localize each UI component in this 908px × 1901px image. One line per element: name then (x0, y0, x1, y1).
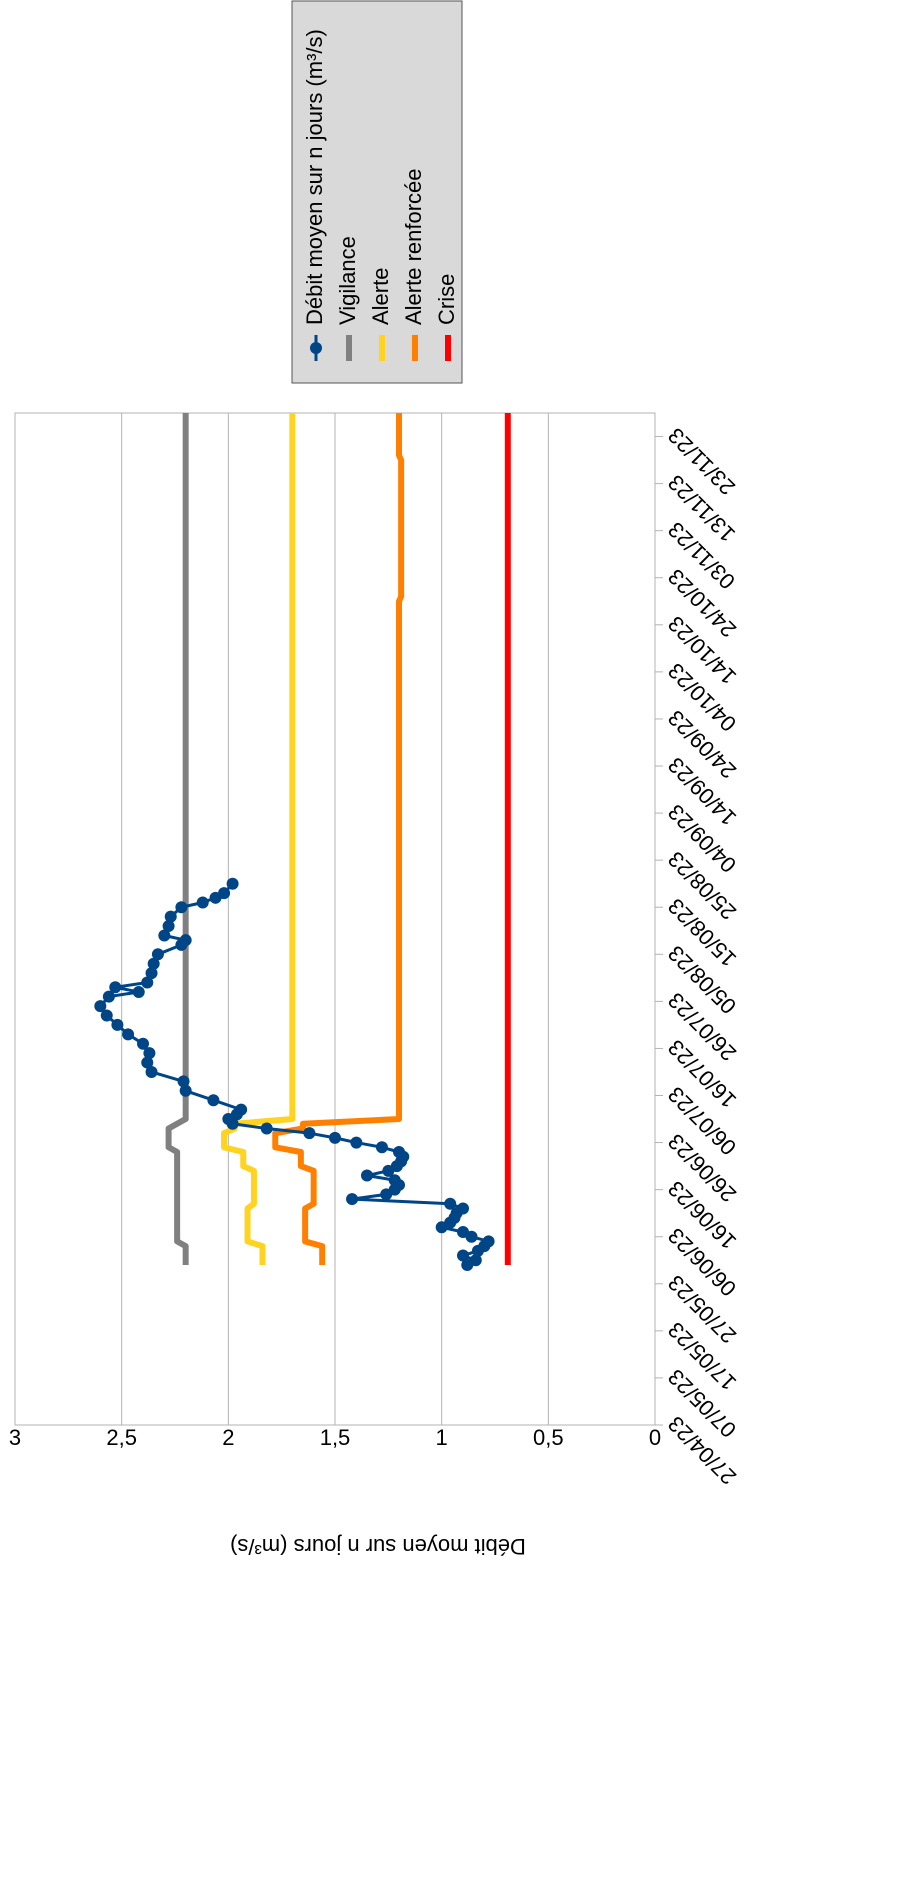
y-tick-label: 1 (436, 1425, 448, 1450)
data-point (141, 1056, 154, 1069)
data-point (158, 929, 171, 942)
y-tick-label: 3 (9, 1425, 21, 1450)
data-point (147, 957, 160, 970)
legend-label: Alerte renforcée (401, 168, 426, 325)
data-point (164, 910, 177, 923)
data-point (102, 990, 115, 1003)
data-point (361, 1169, 373, 1182)
data-point (151, 948, 164, 961)
data-point (444, 1197, 457, 1210)
legend-marker (310, 342, 322, 354)
data-point (196, 896, 209, 909)
data-point (235, 1103, 248, 1116)
data-point (100, 1009, 113, 1022)
data-point (218, 887, 231, 900)
series-line (272, 413, 405, 1265)
data-point (469, 1254, 482, 1267)
y-tick-label: 0 (649, 1425, 661, 1450)
data-point (346, 1193, 359, 1206)
data-point (111, 1018, 124, 1031)
legend-box (291, 0, 463, 384)
data-point (388, 1174, 401, 1187)
data-point (177, 1075, 190, 1088)
y-tick-label: 1,5 (320, 1425, 351, 1450)
data-point (482, 1235, 495, 1248)
data-point (145, 967, 158, 980)
data-point (162, 920, 175, 933)
legend-label: Débit moyen sur n jours (m³/s) (302, 29, 327, 325)
data-point (375, 1141, 388, 1154)
legend-label: Crise (434, 274, 459, 325)
data-point (109, 981, 122, 994)
data-point (143, 1047, 156, 1060)
data-point (457, 1202, 469, 1215)
data-point (457, 1226, 469, 1239)
data-point (260, 1122, 273, 1135)
data-point (350, 1136, 363, 1149)
data-point (175, 901, 188, 914)
legend-label: Alerte (368, 268, 393, 325)
data-point (207, 1094, 220, 1107)
data-point (303, 1127, 316, 1140)
data-point (137, 1037, 149, 1050)
data-point (141, 976, 154, 989)
y-tick-label: 2,5 (106, 1425, 137, 1450)
y-tick-label: 2 (222, 1425, 234, 1450)
data-point (179, 934, 192, 947)
data-point (179, 1084, 192, 1097)
data-point (94, 1000, 107, 1013)
data-point (457, 1249, 469, 1262)
legend-label: Vigilance (335, 236, 360, 325)
series-line (165, 413, 189, 1265)
data-point (145, 1065, 158, 1078)
y-axis-title: Débit moyen sur n jours (m³/s) (230, 1534, 526, 1559)
data-point (132, 985, 145, 998)
y-tick-label: 0,5 (533, 1425, 564, 1450)
data-point (226, 877, 239, 890)
data-point (329, 1131, 341, 1144)
data-point (122, 1028, 135, 1041)
data-point (393, 1145, 405, 1158)
